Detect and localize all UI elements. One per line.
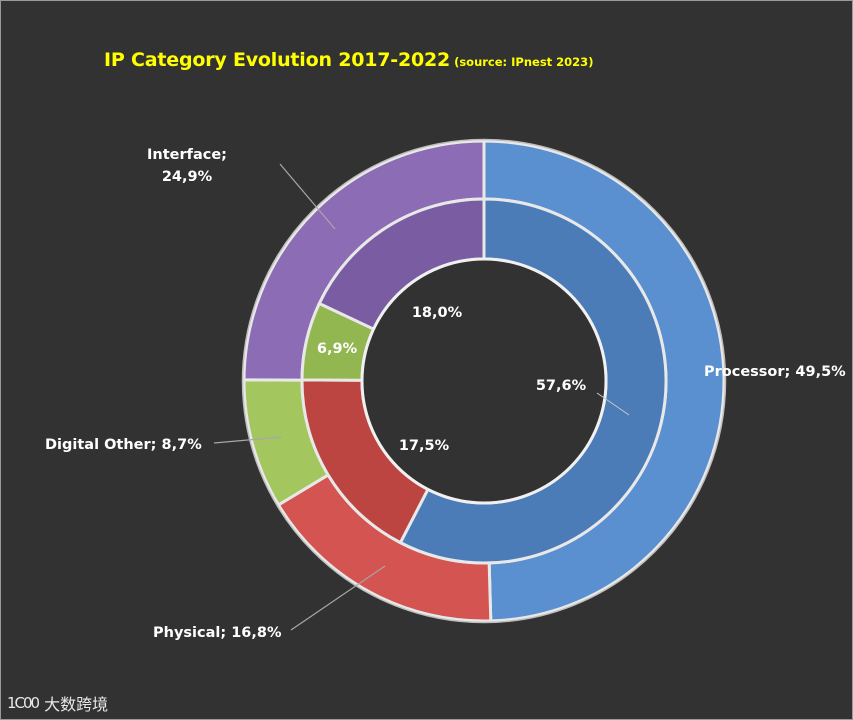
- leader-line-physical: [290, 565, 386, 631]
- outer-label-interface-value: 24,9%: [162, 169, 213, 185]
- inner-leader-line-processor: [596, 392, 630, 416]
- watermark-logo: 1C00: [7, 694, 40, 712]
- outer-rim: [241, 138, 727, 624]
- outer-ring: [241, 138, 727, 624]
- outer-label-processor: Processor; 49,5%: [704, 364, 846, 380]
- outer-label-physical: Physical; 16,8%: [153, 625, 282, 641]
- leader-line-digital-other: [213, 436, 283, 444]
- watermark: 1C00 大数跨境: [7, 691, 108, 715]
- leader-line-interface: [279, 163, 336, 230]
- chart-title-block: IP Category Evolution 2017-2022 (source: …: [104, 49, 593, 71]
- chart-subtitle: (source: IPnest 2023): [454, 55, 594, 69]
- inner-label-physical: 17,5%: [399, 438, 450, 454]
- watermark-text: 大数跨境: [44, 695, 109, 714]
- outer-label-digital-other: Digital Other; 8,7%: [45, 437, 202, 453]
- inner-label-interface: 18,0%: [412, 305, 463, 321]
- chart-title: IP Category Evolution 2017-2022: [104, 49, 451, 71]
- leader-lines: [213, 163, 630, 631]
- inner-label-digital-other: 6,9%: [317, 341, 358, 357]
- inner-ring: [300, 197, 668, 565]
- inner-label-processor: 57,6%: [536, 378, 587, 394]
- slice-labels: Processor; 49,5% Physical; 16,8% Digital O…: [45, 147, 846, 641]
- outer-label-interface: Interface;: [147, 147, 227, 163]
- donut-hole: [360, 257, 608, 505]
